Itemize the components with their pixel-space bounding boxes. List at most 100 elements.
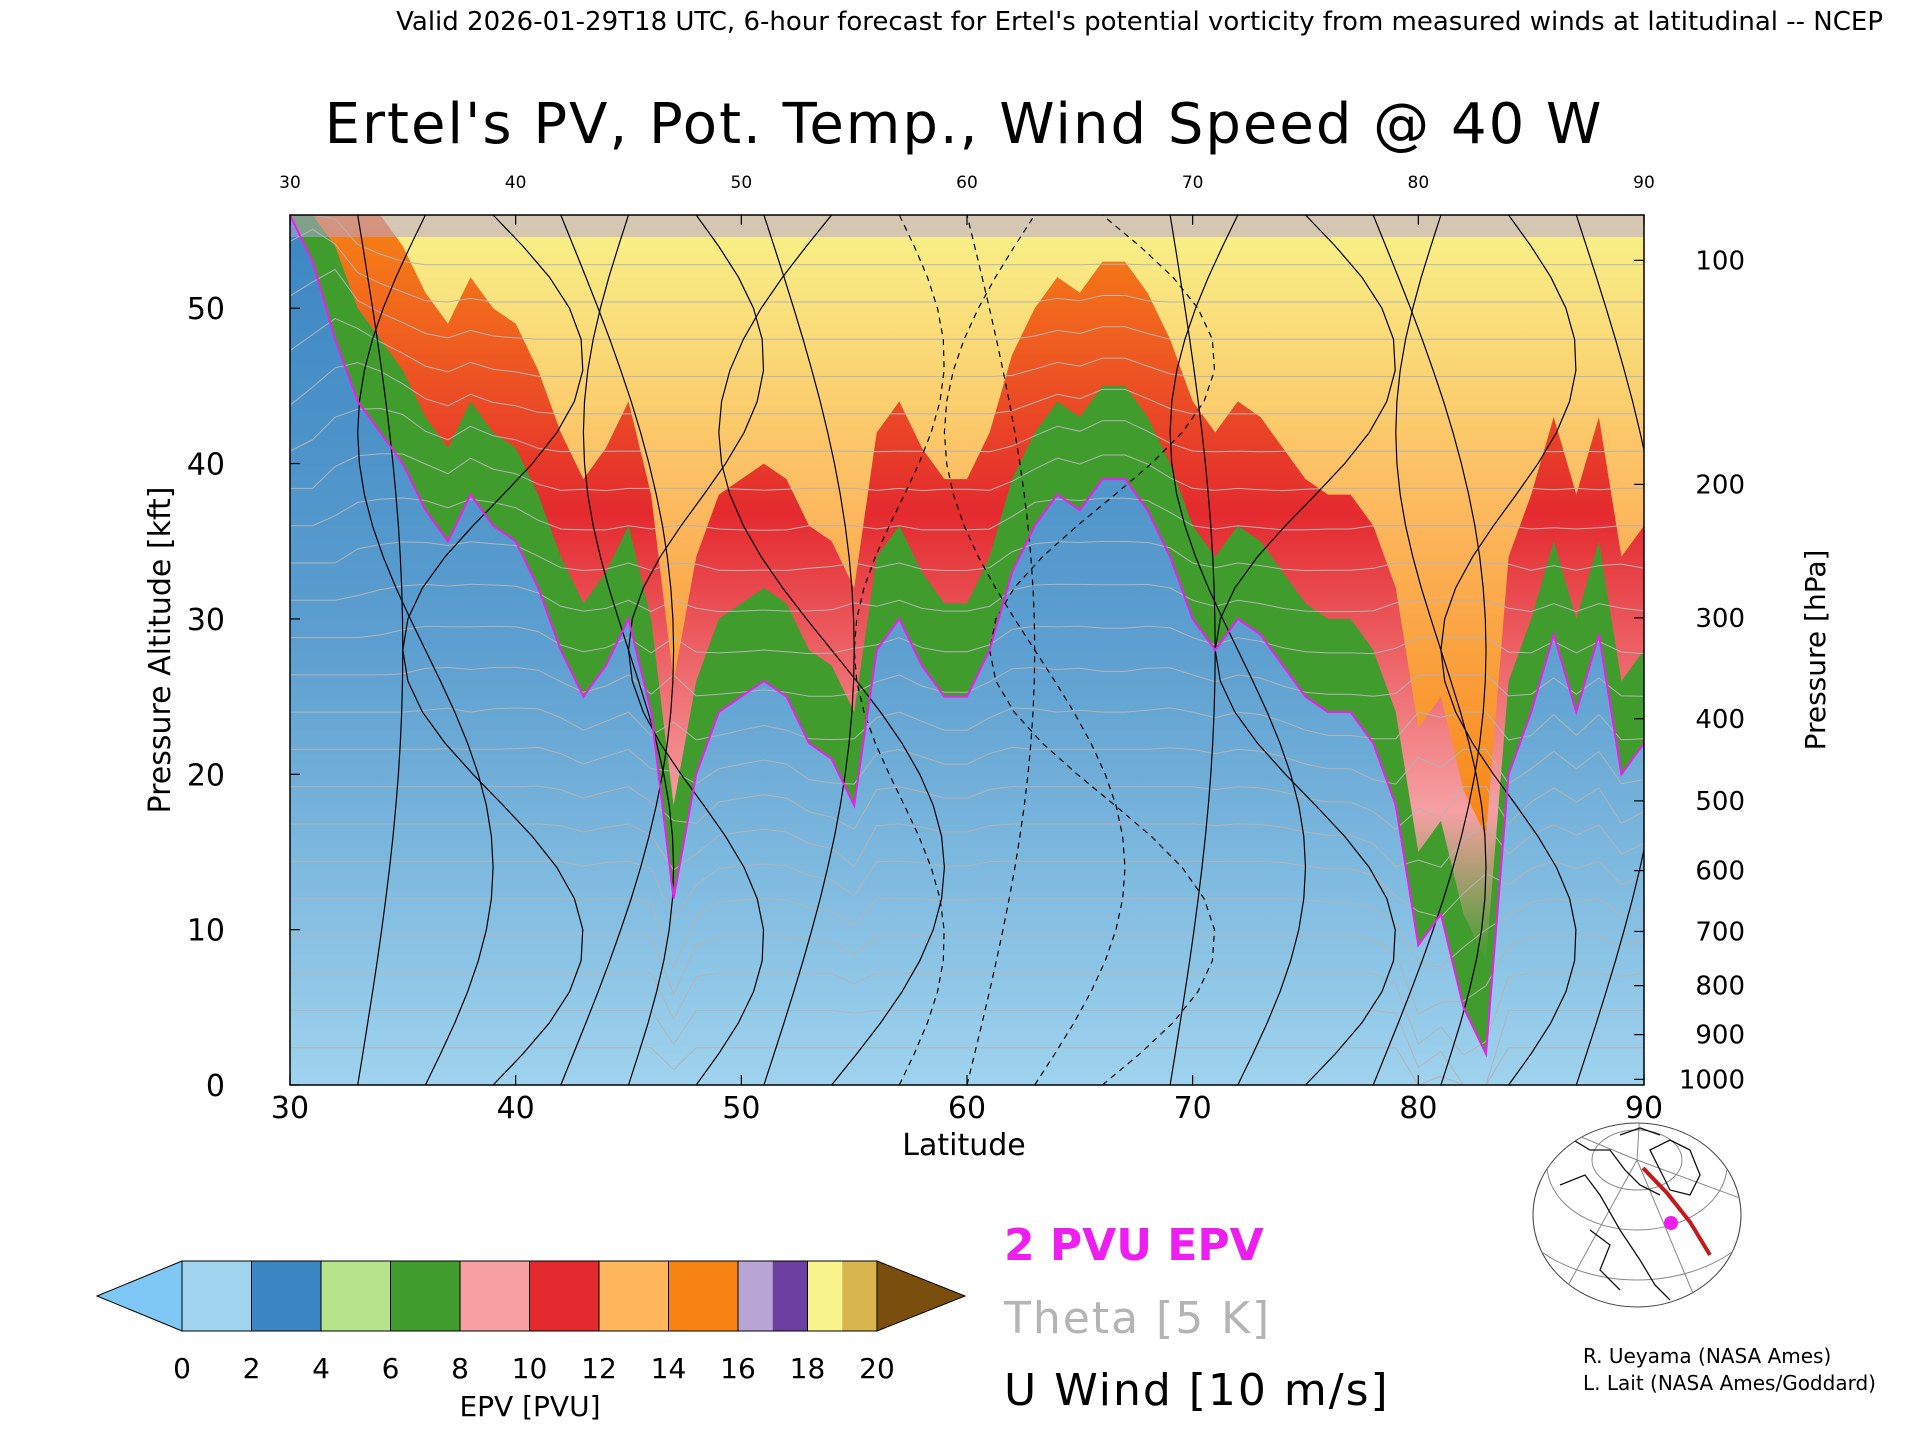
y-axis-label: Pressure Altitude [kft] [143,487,178,814]
wind-contour [1440,215,1577,1085]
y-axis-left: 0 10 20 30 40 50 [187,292,300,1104]
credit-line-2: L. Lait (NASA Ames/Goddard) [1583,1371,1876,1395]
theta-contour [290,497,1644,531]
colorbar-segment [599,1261,669,1331]
colorbar-tick-label: 8 [451,1352,469,1385]
y-tick-label-left: 0 [206,1069,225,1104]
theta-contour [290,453,1644,492]
colorbar-tick-label: 20 [859,1352,895,1385]
wind-contour [718,215,946,1085]
theta-contour [290,823,1644,871]
colorbar-under-arrow [95,1260,183,1332]
colorbar-tick-label: 0 [173,1352,191,1385]
credit-line-1: R. Ueyama (NASA Ames) [1583,1344,1831,1368]
colorbar-segment [460,1261,530,1331]
theta-contour [290,972,1644,1056]
y-tick-label-left: 50 [187,292,225,327]
y-axis-right-label: Pressure [hPa] [1799,550,1832,751]
forecast-info-line: Valid 2026-01-29T18 UTC, 6-hour forecast… [396,7,1883,37]
theta-contour [290,362,1644,415]
theta-contour [290,318,1644,378]
x-tick-label-bottom: 30 [271,1091,309,1126]
y-tick-label-left: 30 [187,603,225,638]
x-tick-label-top: 50 [731,173,753,193]
theta-contour [290,215,1644,266]
theta-contour [290,746,1644,785]
epv-orange-band [290,215,1644,837]
legend-wind: U Wind [10 m/s] [1004,1365,1390,1416]
colorbar-segment [807,1261,843,1331]
x-tick-label-top: 90 [1633,173,1655,193]
epv-field [290,215,1644,1085]
colorbar-tick-label: 12 [581,1352,617,1385]
colorbar-segment [251,1261,321,1331]
colorbar-tick-label: 4 [312,1352,330,1385]
colorbar-tick-label: 2 [243,1352,261,1385]
y-tick-label-left: 40 [187,448,225,483]
p-tick-label-right: 400 [1695,705,1745,735]
colorbar-segment [772,1261,808,1331]
wind-contour [1372,215,1487,1085]
stratosphere-top-band [290,215,1644,237]
theta-contour [290,583,1644,613]
colorbar-label: EPV [PVU] [459,1390,600,1423]
x-tick-label-top: 40 [505,173,527,193]
theta-contour [290,898,1644,970]
theta-contour [290,625,1644,655]
wind-contour [1575,215,1644,1085]
theta-contour [290,1009,1644,1085]
colorbar-segment [668,1261,738,1331]
y-tick-label-left: 10 [187,914,225,949]
y-tick-label-left: 20 [187,758,225,793]
cross-section-track [1641,1166,1712,1257]
location-marker [1664,1216,1678,1230]
theta-contour [290,228,1644,303]
theta-contour [290,785,1644,830]
x-tick-label-top: 30 [279,173,301,193]
theta-contour [290,935,1644,1015]
x-axis-bottom: 30 40 50 60 70 80 90 [271,1075,1663,1126]
wind-contour [627,215,765,1085]
theta-contour [290,666,1644,697]
theta-contour [290,860,1644,921]
colorbar-tick-label: 18 [790,1352,826,1385]
pv-2pvu-line [290,215,1644,1058]
colorbar-segment [390,1261,460,1331]
chart-title: Ertel's PV, Pot. Temp., Wind Speed @ 40 … [325,92,1604,157]
p-tick-label-right: 600 [1695,857,1745,887]
colorbar-segment [738,1261,773,1331]
theta-contour [290,268,1644,340]
wind-contour [357,215,494,1085]
x-tick-label-top: 60 [956,173,978,193]
colorbar-segment [182,1261,252,1331]
x-axis-label: Latitude [902,1128,1025,1163]
theta-contour [290,707,1644,741]
p-tick-label-right: 800 [1695,972,1745,1002]
y-axis-right: 100 200 300 400 500 600 700 800 900 1000 [1634,246,1745,1095]
theta-contour [290,1047,1644,1085]
colorbar-tick-label: 6 [382,1352,400,1385]
x-axis-top: 30 40 50 60 70 80 90 [279,173,1655,225]
x-tick-label-bottom: 90 [1625,1091,1663,1126]
p-tick-label-right: 500 [1695,787,1745,817]
theta-contour [290,407,1644,453]
theta-contour [290,541,1644,572]
wind-contour [1169,215,1307,1085]
colorbar-segment [529,1261,599,1331]
p-tick-label-right: 700 [1695,917,1745,947]
p-tick-label-right: 900 [1695,1021,1745,1051]
x-tick-label-top: 70 [1182,173,1204,193]
x-tick-label-bottom: 60 [948,1091,986,1126]
wind-contour [560,215,675,1085]
legend-pv: 2 PVU EPV [1004,1220,1264,1271]
colorbar-segment [842,1261,877,1331]
wind-contour [763,215,855,1085]
wind-contour [943,215,1126,1085]
x-tick-label-bottom: 80 [1399,1091,1437,1126]
p-tick-label-right: 100 [1695,246,1745,276]
legend-theta: Theta [5 K] [1003,1293,1271,1344]
epv-colorbar: 0 2 4 6 8 10 12 14 16 18 20 [95,1260,967,1385]
colorbar-tick-label: 16 [720,1352,756,1385]
